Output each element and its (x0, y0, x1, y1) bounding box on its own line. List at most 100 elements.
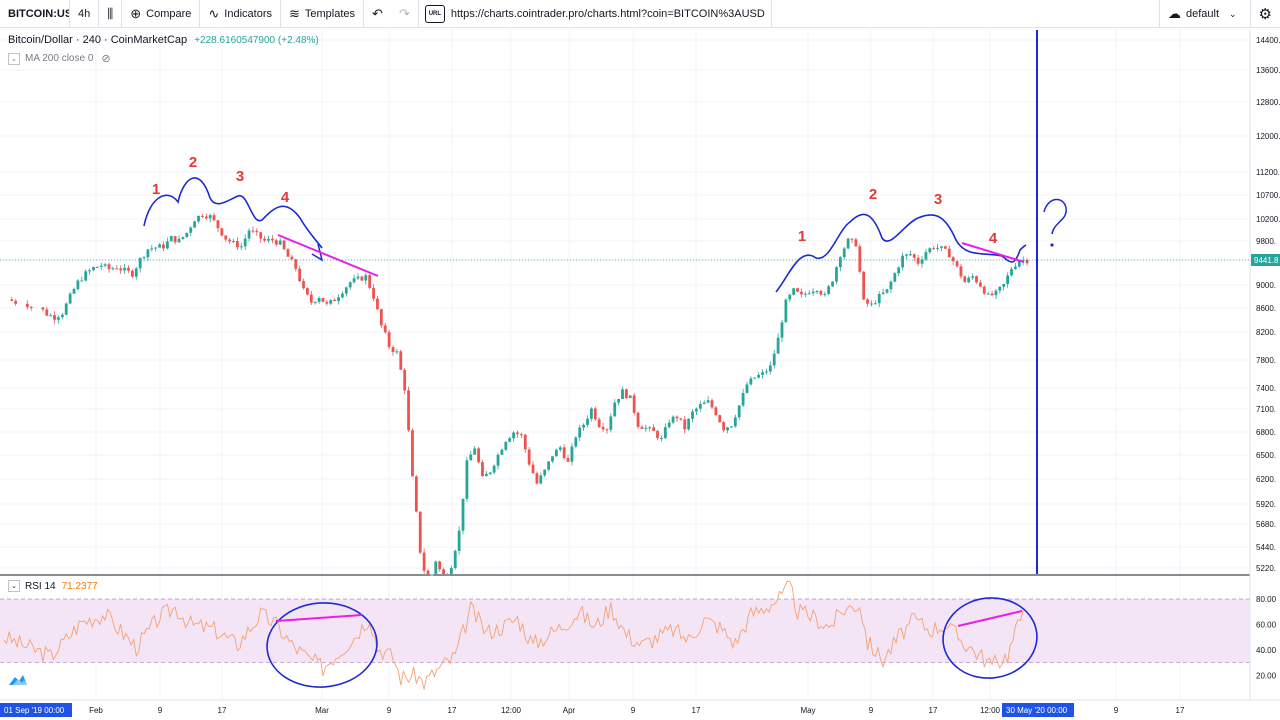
candle-body (838, 257, 842, 268)
candle-body (500, 449, 504, 455)
candle-body (278, 240, 282, 245)
candle-body (636, 412, 640, 427)
candle-body (154, 247, 158, 249)
interval-selector[interactable]: 4h (70, 0, 100, 28)
candle-body (831, 281, 834, 287)
ma-label: MA 200 close 0 (25, 53, 94, 64)
candle-body (823, 294, 827, 296)
rsi-collapse-icon[interactable]: ⌄ (8, 580, 20, 592)
candle-body (200, 215, 204, 217)
candle-body (488, 472, 492, 474)
settings-button[interactable]: ⚙ (1251, 0, 1280, 28)
templates-icon: ≋ (289, 5, 300, 21)
candle-body (644, 427, 648, 429)
candle-body (107, 264, 111, 270)
candle-body (796, 288, 799, 292)
candle-body (57, 317, 60, 320)
candle-body (967, 277, 971, 283)
eye-off-icon[interactable]: ⊘ (101, 53, 111, 65)
candle-body (994, 290, 998, 296)
candle-body (49, 315, 53, 317)
time-axis: Feb 9 17 Mar 9 17 12:00 Apr 9 17 May 9 17 12:00 9 17 01 … (0, 699, 1280, 717)
price-tick-label: 7400. (1256, 384, 1276, 393)
redo-button[interactable]: ↷ (391, 0, 419, 28)
price-tick-label: 7100. (1256, 405, 1276, 414)
candle-body (870, 303, 873, 305)
candle-body (765, 371, 768, 373)
url-bar[interactable]: URL https://charts.cointrader.pro/charts… (419, 0, 772, 28)
rsi-tick-label: 20.00 (1256, 671, 1277, 680)
candle-body (858, 246, 862, 272)
candle-body (656, 430, 659, 439)
price-tick-label: 5220. (1256, 564, 1276, 573)
candle-body (605, 429, 609, 431)
candle-body (286, 249, 290, 257)
compare-button[interactable]: ⊕ Compare (122, 0, 201, 28)
chart-type-button[interactable]: ⫼ (99, 0, 123, 28)
candle-body (165, 241, 169, 249)
toolbar-right: ☁ default ⌄ ⚙ (1158, 0, 1280, 28)
undo-button[interactable]: ↶ (364, 0, 391, 28)
cointrader-logo-icon (9, 675, 27, 685)
candle-body (508, 438, 512, 442)
candle-body (741, 392, 745, 406)
price-chart[interactable]: 14400. 13600. 12800. 12000. 11200. 10700. 1020… (0, 28, 1280, 720)
candle-body (181, 236, 185, 239)
candle-body (621, 389, 624, 399)
candle-body (1002, 283, 1006, 287)
templates-button[interactable]: ≋ Templates (281, 0, 365, 28)
candle-body (290, 256, 294, 260)
templates-label: Templates (304, 7, 356, 20)
candle-body (547, 461, 550, 470)
price-tick-label: 7800. (1256, 356, 1276, 365)
end-date-label: 30 May '20 00:00 (1006, 706, 1068, 715)
time-tick-label: 12:00 (980, 706, 1001, 715)
candle-body (193, 221, 197, 228)
rsi-label: RSI 14 (25, 580, 56, 592)
price-tick-label: 5440. (1256, 543, 1276, 552)
candle-body (978, 282, 982, 287)
candle-body (189, 227, 193, 233)
candle-body (64, 303, 68, 315)
candle-body (628, 395, 632, 398)
price-tick-label: 6800. (1256, 428, 1276, 437)
time-tick-label: 17 (218, 706, 227, 715)
left-rsi-circle (266, 602, 378, 688)
candle-body (780, 322, 784, 338)
wave-number-label: 4 (281, 189, 290, 206)
candle-body (399, 351, 403, 370)
indicators-button[interactable]: ∿ Indicators (200, 0, 281, 28)
candle-body (274, 240, 278, 245)
candle-body (317, 297, 321, 302)
layout-selector[interactable]: ☁ default ⌄ (1158, 0, 1251, 28)
time-tick-label: 9 (631, 706, 636, 715)
wave-number-label: 2 (869, 186, 877, 203)
candle-body (348, 282, 352, 288)
candle-body (811, 291, 815, 294)
candle-body (169, 236, 173, 242)
candle-body (761, 372, 764, 375)
candle-body (663, 427, 667, 439)
symbol-search[interactable]: BITCOIN:USD (0, 0, 70, 28)
candle-body (691, 411, 694, 419)
candle-body (25, 303, 29, 308)
time-tick-label: 17 (929, 706, 938, 715)
time-tick-label: Apr (563, 706, 576, 715)
collapse-icon[interactable]: ⌄ (8, 52, 20, 65)
candle-body (683, 419, 687, 430)
price-tick-label: 9800. (1256, 237, 1276, 246)
undo-icon: ↶ (372, 5, 383, 21)
time-tick-label: 12:00 (501, 706, 522, 715)
candle-body (10, 299, 14, 301)
candle-body (757, 374, 761, 378)
candle-body (543, 469, 547, 476)
chevron-down-icon: ⌄ (1229, 8, 1237, 19)
candle-body (784, 299, 788, 323)
candle-body (14, 300, 18, 304)
candle-body (492, 465, 496, 473)
candle-body (593, 408, 597, 420)
candle-body (955, 261, 959, 267)
candle-body (710, 400, 714, 408)
candle-body (730, 426, 733, 428)
candle-body (905, 254, 908, 256)
